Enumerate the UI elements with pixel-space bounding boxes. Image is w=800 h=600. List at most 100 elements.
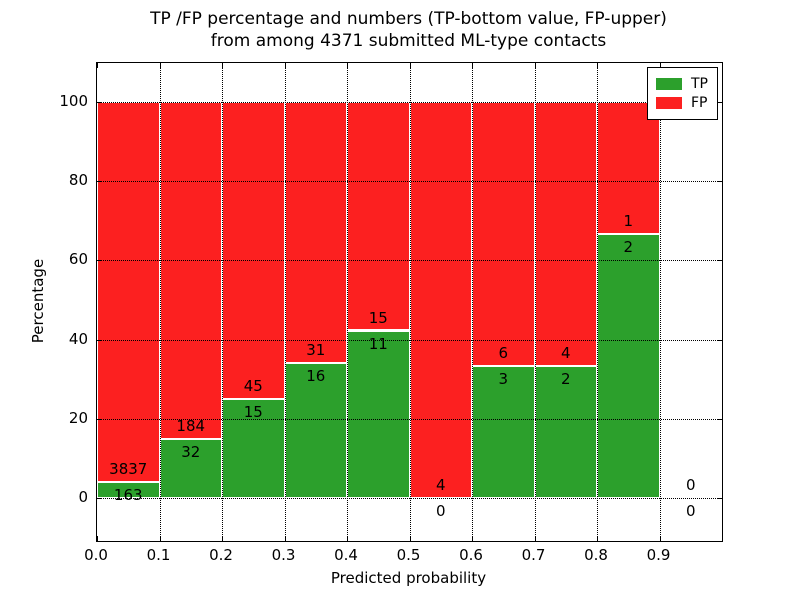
xtick-mark-bottom-0.6 — [472, 536, 473, 541]
tp-count-label-bin6: 3 — [498, 370, 509, 389]
legend-item-fp: FP — [656, 95, 708, 111]
ytick-mark-right-40 — [717, 339, 722, 341]
xtick-mark-bottom-0 — [97, 536, 98, 541]
fp-count-label-bin4: 15 — [368, 308, 388, 327]
gridline-x-0.5 — [409, 63, 411, 541]
gridline-x-0.4 — [347, 63, 348, 541]
tp-count-label-bin7: 2 — [560, 370, 571, 389]
bar-fp-segment-bin5 — [409, 101, 472, 499]
xtick-label-0.4: 0.4 — [334, 546, 358, 564]
bar-fp-segment-bin1 — [159, 101, 222, 440]
bar-tp-segment-bin4 — [347, 330, 410, 499]
xtick-label-0.2: 0.2 — [209, 546, 233, 564]
ytick-label-20: 20 — [68, 408, 88, 427]
bar-fp-segment-bin0 — [97, 101, 160, 483]
gridline-x-0.2 — [222, 63, 223, 541]
tp-count-label-bin3: 16 — [306, 367, 326, 386]
tp-count-label-bin4: 11 — [368, 334, 388, 353]
xtick-mark-top-0.5 — [409, 63, 411, 68]
tp-count-label-bin8: 2 — [623, 237, 634, 256]
ytick-mark-left-0 — [97, 498, 102, 500]
gridline-x-0.1 — [159, 63, 161, 541]
ytick-label-0: 0 — [78, 488, 88, 507]
xtick-label-0.0: 0.0 — [84, 546, 108, 564]
ytick-label-100: 100 — [59, 91, 88, 110]
ytick-label-80: 80 — [68, 171, 88, 190]
ytick-label-40: 40 — [68, 329, 88, 348]
fp-count-label-bin8: 1 — [623, 211, 634, 230]
xtick-label-0.5: 0.5 — [396, 546, 421, 564]
legend-label-fp: FP — [691, 95, 708, 111]
bar-fp-segment-bin2 — [222, 101, 285, 400]
ytick-mark-left-60 — [97, 260, 102, 262]
xtick-label-0.6: 0.6 — [459, 546, 483, 564]
chart-title-line1: TP /FP percentage and numbers (TP-bottom… — [150, 9, 667, 29]
fp-count-label-bin0: 3837 — [109, 460, 148, 479]
chart-title-line2: from among 4371 submitted ML-type contac… — [210, 31, 607, 51]
ytick-mark-right-0 — [717, 498, 722, 500]
xtick-mark-top-0.6 — [472, 63, 473, 68]
fp-count-label-bin5: 4 — [435, 476, 446, 495]
legend: TP FP — [647, 67, 718, 120]
bar-tp-segment-bin8 — [597, 233, 660, 499]
xtick-mark-bottom-0.1 — [159, 536, 161, 541]
xtick-label-0.3: 0.3 — [271, 546, 296, 564]
xtick-mark-bottom-0.8 — [597, 536, 598, 541]
tp-count-label-bin0: 163 — [113, 486, 143, 505]
xtick-mark-top-0.9 — [659, 63, 661, 68]
legend-swatch-tp — [656, 78, 682, 90]
gridline-x-0.3 — [284, 63, 286, 541]
bar-fp-segment-bin6 — [472, 101, 535, 367]
xtick-label-0.8: 0.8 — [584, 546, 608, 564]
ytick-mark-right-20 — [717, 418, 722, 420]
bar-tp-segment-bin0 — [97, 482, 160, 499]
xtick-mark-top-0.3 — [284, 63, 286, 68]
plot-area: 3837 163 184 32 45 15 31 16 15 11 4 0 6 3 4 2 1 2 0 0 TP FP — [96, 62, 723, 542]
xtick-mark-top-0.8 — [597, 63, 598, 68]
xtick-mark-bottom-0.2 — [222, 536, 223, 541]
x-axis-label: Predicted probability — [330, 569, 487, 587]
chart-title: TP /FP percentage and numbers (TP-bottom… — [96, 8, 721, 52]
ytick-label-60: 60 — [68, 250, 88, 269]
xtick-mark-bottom-0.5 — [409, 536, 411, 541]
xtick-mark-top-0.7 — [534, 63, 536, 68]
xtick-mark-top-0.2 — [222, 63, 223, 68]
fp-count-label-bin3: 31 — [306, 341, 326, 360]
ytick-mark-right-100 — [717, 101, 722, 103]
tp-count-label-bin1: 32 — [181, 443, 201, 462]
tp-count-label-bin5: 0 — [435, 502, 446, 521]
fp-count-label-bin2: 45 — [243, 377, 263, 396]
y-axis-label: Percentage — [29, 258, 47, 344]
gridline-x-0.6 — [472, 63, 473, 541]
fp-count-label-bin9: 0 — [685, 476, 696, 495]
xtick-mark-top-0 — [97, 63, 98, 68]
bar-fp-segment-bin7 — [534, 101, 597, 367]
ytick-mark-right-80 — [717, 181, 722, 183]
fp-count-label-bin7: 4 — [560, 344, 571, 363]
legend-item-tp: TP — [656, 76, 708, 92]
xtick-label-0.1: 0.1 — [146, 546, 171, 564]
ytick-mark-left-80 — [97, 181, 102, 183]
ytick-mark-left-40 — [97, 339, 102, 341]
ytick-mark-left-20 — [97, 418, 102, 420]
bar-fp-segment-bin3 — [284, 101, 347, 364]
legend-swatch-fp — [656, 97, 682, 109]
xtick-mark-bottom-0.4 — [347, 536, 348, 541]
legend-label-tp: TP — [691, 76, 708, 92]
ytick-mark-left-100 — [97, 101, 102, 103]
bar-tp-segment-bin1 — [159, 439, 222, 499]
xtick-mark-bottom-0.3 — [284, 536, 286, 541]
ytick-mark-right-60 — [717, 260, 722, 262]
tp-count-label-bin2: 15 — [243, 403, 263, 422]
fp-count-label-bin1: 184 — [176, 417, 206, 436]
fp-count-label-bin6: 6 — [498, 344, 509, 363]
tp-count-label-bin9: 0 — [685, 502, 696, 521]
xtick-mark-bottom-0.7 — [534, 536, 536, 541]
xtick-mark-top-0.1 — [159, 63, 161, 68]
gridline-x-0.9 — [659, 63, 661, 541]
xtick-mark-top-0.4 — [347, 63, 348, 68]
xtick-mark-bottom-0.9 — [659, 536, 661, 541]
gridline-x-0.8 — [597, 63, 598, 541]
xtick-label-0.9: 0.9 — [646, 546, 671, 564]
